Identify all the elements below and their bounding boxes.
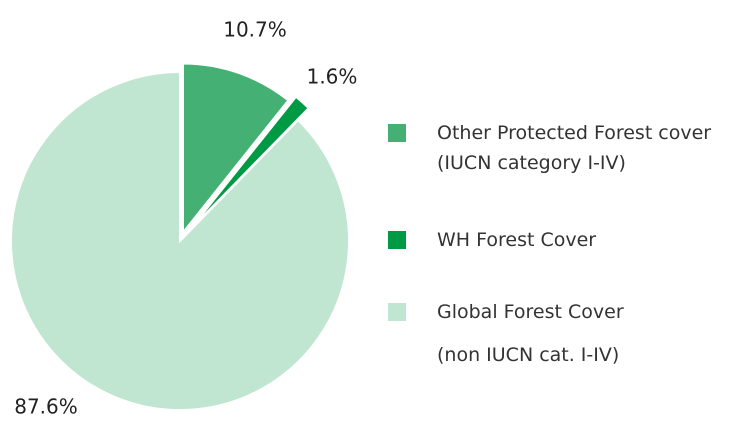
pie-slice	[189, 95, 311, 230]
data-label: 87.6%	[14, 395, 78, 419]
pie-slice	[10, 70, 350, 411]
legend-label: Other Protected Forest cover (IUCN catego…	[437, 122, 711, 174]
legend-line: WH Forest Cover	[437, 229, 596, 251]
legend-swatch	[388, 124, 406, 142]
legend-label: Global Forest Cover (non IUCN cat. I-IV)	[437, 301, 624, 366]
pie-slice	[181, 62, 290, 236]
data-label: 10.7%	[223, 18, 287, 42]
legend-swatch	[388, 303, 406, 321]
legend-line: (IUCN category I-IV)	[437, 152, 626, 174]
legend-swatch	[388, 231, 406, 249]
legend-line: Global Forest Cover	[437, 301, 624, 323]
legend-line: Other Protected Forest cover	[437, 122, 711, 144]
data-label: 1.6%	[307, 65, 358, 89]
legend-line: (non IUCN cat. I-IV)	[437, 344, 619, 366]
legend-label: WH Forest Cover	[437, 229, 596, 251]
